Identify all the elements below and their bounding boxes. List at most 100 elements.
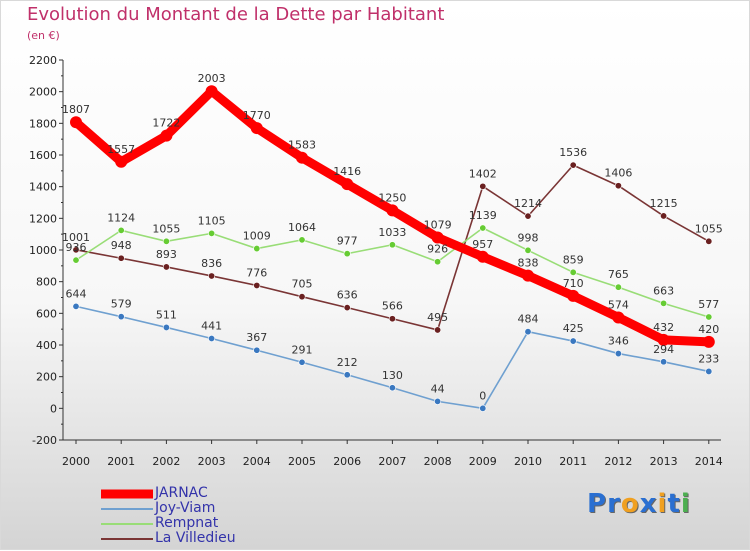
data-point-la-villedieu [524, 212, 532, 220]
logo-letter: o [620, 489, 640, 519]
data-label-joy-viam: 44 [431, 382, 445, 395]
x-tick-label: 2012 [604, 455, 632, 468]
data-point-rempnat [208, 229, 216, 237]
data-point-joy-viam [72, 302, 80, 310]
x-tick-label: 2001 [107, 455, 135, 468]
data-point-joy-viam [660, 358, 668, 366]
data-label-jarnac: 1770 [243, 109, 271, 122]
data-point-jarnac [70, 116, 82, 129]
data-point-jarnac [522, 269, 534, 282]
legend-item-joy-viam: Joy-Viam [101, 500, 301, 516]
data-label-la-villedieu: 776 [246, 266, 267, 279]
data-point-la-villedieu [479, 182, 487, 190]
data-label-rempnat: 663 [653, 284, 674, 297]
data-point-jarnac [386, 204, 399, 217]
logo-letter: i [657, 489, 668, 519]
data-label-jarnac: 432 [653, 321, 674, 334]
data-point-rempnat [343, 250, 351, 258]
data-label-rempnat: 577 [698, 298, 719, 311]
proxiti-logo: Proxiti [587, 489, 691, 519]
x-tick-label: 2000 [62, 455, 90, 468]
data-label-rempnat: 1124 [107, 211, 135, 224]
y-tick-label: 1200 [29, 212, 57, 225]
y-tick-label: 0 [50, 402, 57, 415]
data-point-la-villedieu [208, 272, 216, 280]
data-point-rempnat [660, 299, 668, 307]
data-point-jarnac [431, 231, 444, 244]
data-label-joy-viam: 511 [156, 308, 177, 321]
legend-label-joy-viam: Joy-Viam [155, 500, 216, 516]
data-label-jarnac: 1416 [333, 165, 361, 178]
legend-label-la-villedieu: La Villedieu [155, 530, 236, 546]
data-label-jarnac: 1807 [62, 103, 90, 116]
data-point-jarnac [341, 178, 354, 191]
data-point-joy-viam [705, 367, 713, 375]
legend-swatch-rempnat [101, 523, 153, 525]
data-point-joy-viam [388, 384, 396, 392]
data-point-jarnac [567, 289, 580, 302]
logo-letter: P [587, 489, 608, 519]
data-label-jarnac: 574 [608, 298, 629, 311]
data-label-rempnat: 977 [337, 235, 358, 248]
data-label-jarnac: 1079 [424, 218, 452, 231]
data-point-joy-viam [569, 337, 577, 345]
data-point-jarnac [612, 311, 625, 324]
data-point-rempnat [388, 241, 396, 249]
data-point-la-villedieu [72, 246, 80, 254]
data-label-joy-viam: 346 [608, 335, 629, 348]
y-tick-label: -200 [32, 434, 57, 447]
x-tick-label: 2013 [650, 455, 678, 468]
legend-swatch-joy-viam [101, 508, 153, 510]
x-tick-label: 2003 [198, 455, 226, 468]
data-label-rempnat: 1064 [288, 221, 316, 234]
x-tick-label: 2004 [243, 455, 271, 468]
data-label-joy-viam: 130 [382, 369, 403, 382]
data-point-joy-viam [162, 323, 170, 331]
data-point-la-villedieu [162, 263, 170, 271]
legend-label-rempnat: Rempnat [155, 515, 219, 531]
data-label-joy-viam: 294 [653, 343, 674, 356]
x-tick-label: 2009 [469, 455, 497, 468]
logo-letter: r [607, 489, 621, 519]
data-label-jarnac: 2003 [198, 72, 226, 85]
data-point-joy-viam [479, 404, 487, 412]
data-label-jarnac: 420 [698, 323, 719, 336]
data-label-rempnat: 765 [608, 268, 629, 281]
data-point-jarnac [205, 85, 218, 98]
data-point-joy-viam [208, 335, 216, 343]
data-label-joy-viam: 367 [246, 331, 267, 344]
data-point-jarnac [250, 122, 263, 135]
y-tick-label: 2200 [29, 54, 57, 67]
data-point-joy-viam [253, 346, 261, 354]
data-label-la-villedieu: 1536 [559, 146, 587, 159]
data-point-la-villedieu [614, 182, 622, 190]
x-tick-label: 2008 [424, 455, 452, 468]
data-point-rempnat [253, 245, 261, 253]
data-label-joy-viam: 212 [337, 356, 358, 369]
data-point-rempnat [479, 224, 487, 232]
data-point-rempnat [705, 313, 713, 321]
x-tick-label: 2002 [152, 455, 180, 468]
data-point-la-villedieu [117, 254, 125, 262]
data-label-jarnac: 838 [518, 257, 539, 270]
data-label-joy-viam: 0 [479, 389, 486, 402]
data-label-la-villedieu: 705 [292, 278, 313, 291]
data-label-rempnat: 1139 [469, 209, 497, 222]
chart-subtitle: (en €) [27, 29, 60, 42]
logo-letter: x [639, 489, 658, 519]
data-label-rempnat: 1033 [378, 226, 406, 239]
logo-letter: i [680, 489, 691, 519]
data-label-la-villedieu: 836 [201, 257, 222, 270]
data-point-la-villedieu [298, 293, 306, 301]
y-tick-label: 1000 [29, 244, 57, 257]
legend-item-la-villedieu: La Villedieu [101, 530, 301, 546]
legend-item-jarnac: JARNAC [101, 485, 301, 501]
data-point-joy-viam [343, 371, 351, 379]
y-tick-label: 2000 [29, 86, 57, 99]
data-label-joy-viam: 233 [698, 352, 719, 365]
data-point-joy-viam [298, 358, 306, 366]
data-point-jarnac [160, 129, 173, 142]
data-label-joy-viam: 644 [66, 287, 87, 300]
data-point-jarnac [296, 151, 308, 164]
x-tick-label: 2014 [695, 455, 723, 468]
